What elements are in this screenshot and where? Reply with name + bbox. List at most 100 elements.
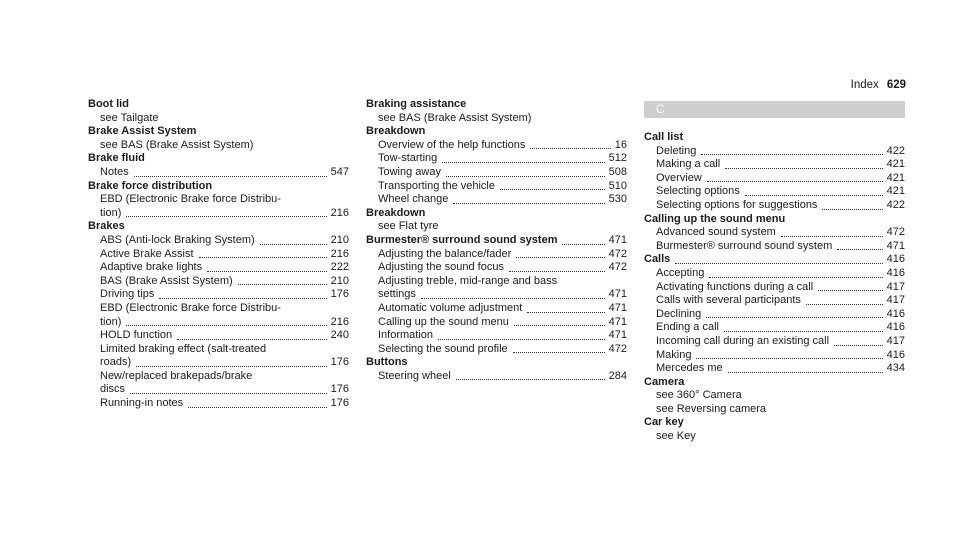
item-row: EBD (Electronic Brake force Distribu- [88,193,349,207]
item-row: Making a call 421 [644,158,905,172]
item-row: Making 416 [644,349,905,363]
term-row: Car key [644,416,905,430]
term-row: Brake force distribution [88,180,349,194]
item-text: Adjusting the sound focus [378,261,504,274]
term-row: Breakdown [366,125,627,139]
page-number: 417 [886,294,905,307]
item-text: HOLD function [100,329,173,342]
item-text: Running-in notes [100,397,184,410]
item-row: see Key [644,430,905,444]
header-title: Index [850,79,879,91]
item-text: New/replaced brakepads/brake [100,369,253,382]
leader-dots [530,139,611,150]
index-column: C Call list Deleting 422 Making a call 421 Ove… [644,98,905,444]
item-text: Selecting options for suggestions [656,198,818,211]
item-row: Advanced sound system 472 [644,226,905,240]
leader-dots [508,261,605,272]
page-number: 472 [608,261,627,274]
leader-dots [237,275,327,286]
item-row: EBD (Electronic Brake force Distribu- [88,302,349,316]
page-number: 422 [886,144,905,157]
page-number: 176 [330,397,349,410]
leader-dots [177,329,327,340]
item-row: see Reversing camera [644,403,905,417]
leader-dots [805,294,883,305]
leader-dots [513,316,605,327]
page-number: 416 [886,266,905,279]
term-text: Calling up the sound menu [644,212,786,225]
page-number: 472 [608,342,627,355]
page-number: 210 [330,274,349,287]
item-row: ABS (Anti-lock Braking System) 210 [88,234,349,248]
item-row: discs 176 [88,383,349,397]
leader-dots [516,248,605,259]
item-text: tion) [100,206,122,219]
item-text: roads) [100,356,132,369]
item-text: Selecting the sound profile [378,342,508,355]
leader-dots [822,199,883,210]
term-text: Boot lid [88,98,129,110]
item-text: Making [656,348,692,361]
term-row: Burmester® surround sound system 471 [366,234,627,248]
item-text: Selecting options [656,185,740,198]
leader-dots [818,281,883,292]
item-row: Declining 416 [644,308,905,322]
item-text: Wheel change [378,193,449,206]
page-number: 222 [330,261,349,274]
item-text: Adjusting treble, mid-range and bass [378,274,558,287]
item-row: Transporting the vehicle 510 [366,180,627,194]
item-row: see BAS (Brake Assist System) [88,139,349,153]
item-row: see Tailgate [88,112,349,126]
item-text: see Key [656,430,696,443]
leader-dots [696,349,883,360]
item-text: Mercedes me [656,362,723,375]
item-row: BAS (Brake Assist System) 210 [88,275,349,289]
leader-dots [744,185,883,196]
item-text: Burmester® surround sound system [656,239,833,252]
term-row: Brake fluid [88,152,349,166]
term-text: Breakdown [366,206,426,219]
term-row: Calling up the sound menu [644,213,905,227]
page-number: 512 [608,152,627,165]
page-number: 284 [608,369,627,382]
item-text: see Flat tyre [378,220,439,233]
leader-dots [453,193,605,204]
item-text: Deleting [656,144,697,157]
term-row: Breakdown [366,207,627,221]
item-row: Adjusting treble, mid-range and bass [366,275,627,289]
item-row: Notes 547 [88,166,349,180]
item-text: EBD (Electronic Brake force Distribu- [100,193,281,206]
item-text: Advanced sound system [656,226,776,239]
term-row: Buttons [366,356,627,370]
item-text: Activating functions during a call [656,280,814,293]
item-row: Calling up the sound menu 471 [366,316,627,330]
leader-dots [445,166,605,177]
item-row: Tow-starting 512 [366,152,627,166]
item-row: Active Brake Assist 216 [88,248,349,262]
term-text: Calls [644,253,671,266]
item-text: Information [378,329,434,342]
page-number: 422 [886,198,905,211]
item-text: BAS (Brake Assist System) [100,274,233,287]
item-row: Towing away 508 [366,166,627,180]
item-row: Running-in notes 176 [88,397,349,411]
leader-dots [438,329,605,340]
page-number: 508 [608,165,627,178]
page-number: 421 [886,171,905,184]
leader-dots [136,356,327,367]
item-row: Selecting the sound profile 472 [366,343,627,357]
term-row: Braking assistance [366,98,627,112]
item-text: see Tailgate [100,111,159,124]
item-text: Tow-starting [378,152,438,165]
item-row: New/replaced brakepads/brake [88,370,349,384]
item-row: Ending a call 416 [644,321,905,335]
item-row: Burmester® surround sound system 471 [644,240,905,254]
item-row: Automatic volume adjustment 471 [366,302,627,316]
item-row: Selecting options 421 [644,185,905,199]
item-text: Accepting [656,266,705,279]
item-text: Limited braking effect (salt-treated [100,342,267,355]
item-row: tion) 216 [88,316,349,330]
leader-dots [500,180,605,191]
item-row: Adjusting the balance/fader 472 [366,248,627,262]
item-text: see 360° Camera [656,389,742,402]
